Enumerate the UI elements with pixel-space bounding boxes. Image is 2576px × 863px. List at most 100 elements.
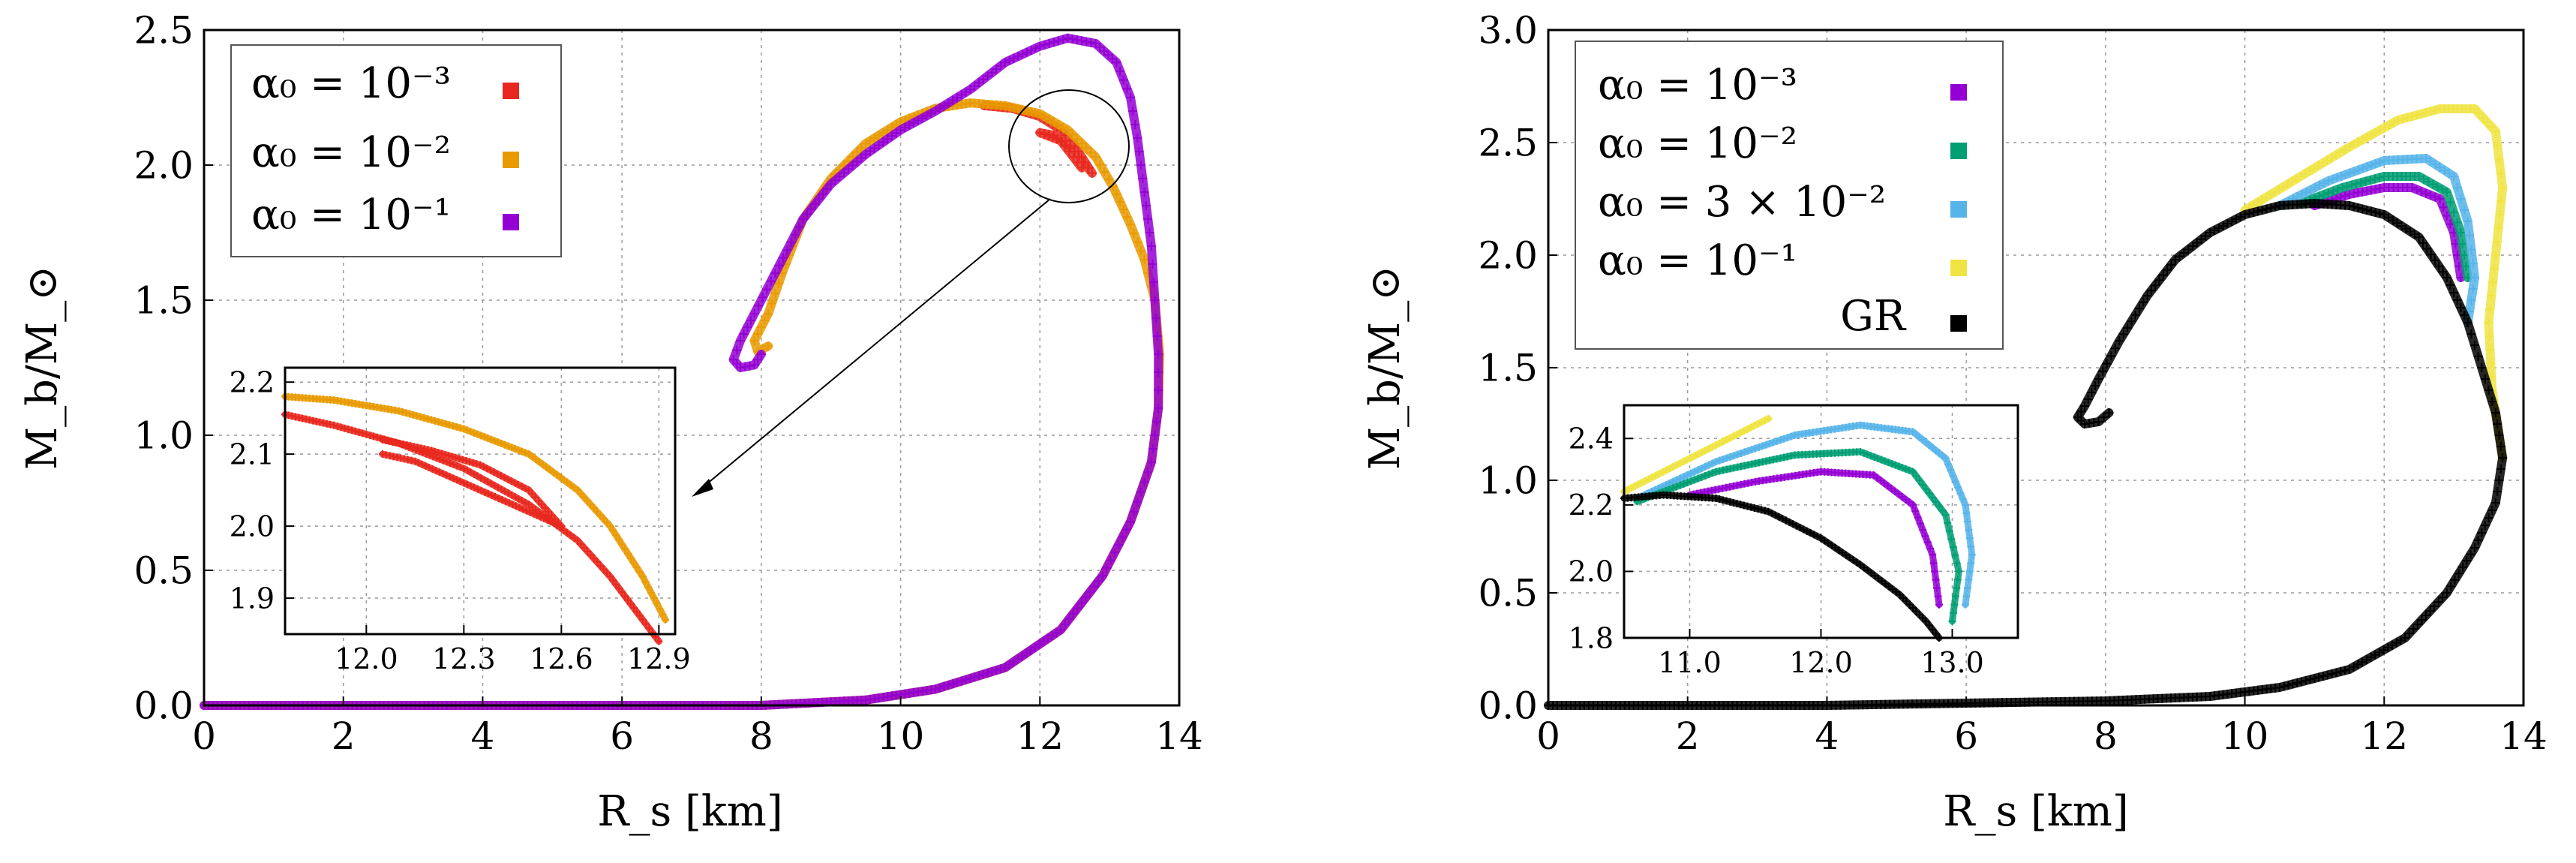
data-point	[2142, 291, 2152, 300]
data-point	[2080, 401, 2089, 410]
data-point	[488, 491, 496, 499]
data-point	[1026, 46, 1036, 55]
data-point	[1962, 592, 1971, 600]
data-point	[551, 519, 559, 527]
data-point	[2262, 204, 2271, 214]
data-point	[2362, 162, 2372, 172]
data-point	[302, 415, 310, 423]
data-point	[1052, 134, 1061, 144]
data-point	[554, 521, 562, 529]
data-point	[470, 483, 479, 492]
data-point	[1726, 453, 1734, 461]
data-point	[2170, 255, 2180, 264]
data-point	[2319, 190, 2328, 200]
data-point	[2353, 203, 2363, 212]
data-point	[647, 588, 656, 597]
left-legend-label: α₀ = 10⁻²	[251, 128, 451, 177]
data-point	[2327, 669, 2337, 678]
series-gr	[1620, 491, 1943, 642]
data-point	[2426, 191, 2436, 200]
data-point	[1072, 35, 1082, 45]
left-legend-marker	[503, 152, 519, 168]
data-point	[779, 253, 788, 263]
data-point	[822, 184, 832, 194]
data-point	[606, 573, 614, 581]
data-point	[743, 323, 752, 332]
y-tick-label: 3.0	[1478, 9, 1538, 53]
y-tick-label: 1.5	[1478, 347, 1538, 390]
data-point	[732, 345, 742, 355]
data-point	[2328, 174, 2337, 184]
data-point	[2452, 218, 2462, 227]
data-point	[1758, 442, 1767, 450]
y-tick-label: 1.0	[1478, 459, 1538, 503]
data-point	[1967, 543, 1975, 551]
data-point	[323, 419, 331, 428]
data-point	[1136, 161, 1145, 170]
data-point	[1154, 350, 1163, 359]
data-point	[1787, 432, 1795, 441]
data-point	[326, 420, 335, 428]
data-point	[756, 350, 766, 359]
data-point	[1054, 120, 1064, 129]
data-point	[1950, 600, 1959, 609]
data-point	[749, 360, 759, 370]
x-tick-label: 6	[1954, 714, 1978, 758]
data-point	[1752, 459, 1759, 468]
data-point	[2487, 397, 2497, 406]
data-point	[1095, 43, 1105, 53]
right-legend-entry: α₀ = 10⁻³	[1598, 61, 1967, 110]
left-x-axis-title: R_s [km]	[597, 787, 782, 836]
data-point	[1734, 450, 1742, 459]
data-point	[1077, 36, 1086, 46]
data-point	[1769, 456, 1777, 464]
data-point	[764, 309, 773, 318]
data-point	[2474, 109, 2484, 118]
data-point	[1091, 39, 1100, 48]
series--3-10-	[1633, 421, 1976, 609]
data-point	[2115, 336, 2124, 345]
data-point	[2470, 341, 2479, 350]
data-point	[612, 580, 620, 588]
right-legend-entry: α₀ = 3 × 10⁻²	[1598, 178, 1967, 227]
data-point	[2493, 140, 2502, 150]
data-point	[2336, 667, 2346, 676]
data-point	[1139, 477, 1149, 487]
left-inset-series-layer	[281, 392, 669, 645]
data-point	[2485, 305, 2495, 314]
data-point	[1916, 519, 1924, 528]
data-point	[861, 139, 871, 149]
data-point	[505, 499, 513, 507]
data-point	[2244, 209, 2254, 218]
x-tick-label: 14	[1155, 714, 1203, 758]
x-tick-label: 12.6	[530, 642, 593, 675]
data-point	[1060, 620, 1070, 629]
data-point	[2466, 296, 2476, 305]
data-point	[1102, 563, 1112, 573]
right-inset-ticks: 11.0 12.0 13.0 1.8 2.0 2.2 2.4	[1569, 422, 1984, 679]
data-point	[1878, 456, 1885, 464]
data-point	[1722, 454, 1731, 462]
data-point	[2275, 683, 2284, 692]
data-point	[2365, 176, 2375, 185]
data-point	[1086, 148, 1096, 158]
data-point	[2442, 211, 2451, 221]
data-point	[2099, 413, 2109, 422]
data-point	[2370, 159, 2380, 169]
data-point	[1067, 130, 1077, 140]
data-point	[1911, 507, 1920, 516]
data-point	[766, 276, 776, 286]
data-point	[1737, 462, 1745, 471]
data-point	[2418, 238, 2428, 248]
data-point	[1954, 483, 1962, 492]
data-point	[626, 600, 635, 608]
data-point	[970, 672, 980, 682]
data-point	[577, 489, 585, 498]
data-point	[2466, 245, 2476, 254]
data-point	[1870, 453, 1878, 462]
data-point	[2151, 281, 2160, 290]
data-point	[1077, 598, 1086, 608]
data-point	[2398, 114, 2408, 124]
data-point	[1103, 174, 1113, 184]
data-point	[504, 442, 512, 450]
